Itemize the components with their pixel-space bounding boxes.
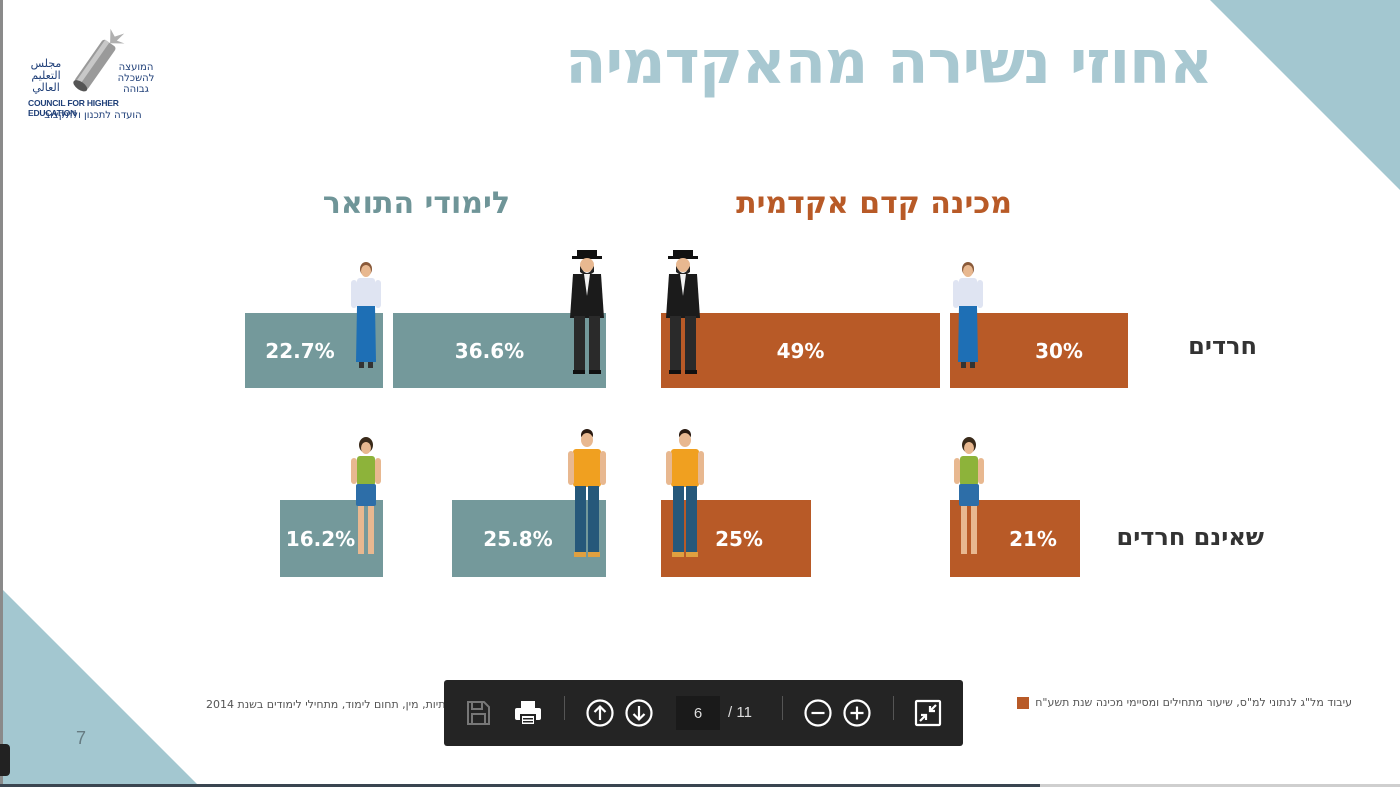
man-figure-icon <box>568 429 606 557</box>
logo-arabic-text: مجلس التعليم العالي <box>30 57 62 94</box>
bar-value: 22.7% <box>265 338 335 363</box>
next-page-button[interactable] <box>622 696 656 730</box>
bottom-progress-strip <box>0 784 1040 787</box>
footnote-source-mechina: עיבוד מל"ג לנתוני למ"ס, שיעור מתחילים ומ… <box>1017 696 1352 709</box>
header-mechina: מכינה קדם אקדמית <box>736 186 1012 221</box>
row-label-non-haredim: שאינם חרדים <box>1116 523 1264 551</box>
decor-triangle-top-right <box>1210 0 1400 190</box>
bar-value: 30% <box>1035 338 1083 363</box>
bar-mechina-haredi-men: 49% <box>661 313 940 388</box>
save-icon <box>467 701 490 725</box>
toolbar-separator <box>564 696 565 720</box>
arrow-up-circle-icon <box>586 699 614 727</box>
header-toar: לימודי התואר <box>322 186 510 221</box>
bar-toar-haredi-men: 36.6% <box>393 313 606 388</box>
print-button[interactable] <box>511 696 545 730</box>
haredi-man-figure-icon <box>666 250 700 374</box>
legend-square-icon <box>1017 696 1030 709</box>
decor-triangle-bottom-left <box>0 587 200 787</box>
toolbar-separator <box>893 696 894 720</box>
slide-title: אחוזי נשירה מהאקדמיה <box>565 28 1213 98</box>
zoom-in-button[interactable] <box>840 696 874 730</box>
haredi-man-figure-icon <box>570 250 604 374</box>
previous-page-button[interactable] <box>583 696 617 730</box>
haredi-woman-figure-icon <box>953 262 983 368</box>
bar-value: 49% <box>776 338 825 363</box>
row-label-haredim: חרדים <box>1188 332 1257 360</box>
logo-scroll-icon <box>73 28 125 92</box>
viewer-left-edge <box>0 0 3 787</box>
woman-figure-icon <box>351 437 381 554</box>
slide-page-number: 7 <box>76 728 87 748</box>
logo-hebrew-text: המועצה להשכלה גבוהה <box>117 62 155 95</box>
pdf-viewer-toolbar: 6 / 11 <box>444 680 963 746</box>
exit-fullscreen-button[interactable] <box>911 696 945 730</box>
zoom-out-button[interactable] <box>801 696 835 730</box>
side-panel-handle[interactable] <box>0 744 10 776</box>
plus-circle-icon <box>843 699 871 727</box>
print-icon <box>515 701 541 726</box>
bar-toar-non-women: 16.2% <box>280 500 383 577</box>
bar-value: 21% <box>1009 526 1057 551</box>
bar-mechina-haredi-women: 30% <box>950 313 1128 388</box>
save-button[interactable] <box>461 696 495 730</box>
footnote-text: עיבוד מל"ג לנתוני למ"ס, שיעור מתחילים ומ… <box>1035 696 1352 709</box>
man-figure-icon <box>666 429 704 557</box>
che-logo: مجلس التعليم العالي המועצה להשכלה גבוהה … <box>26 24 158 124</box>
bar-value: 16.2% <box>285 526 356 551</box>
exit-fullscreen-icon <box>914 699 942 727</box>
woman-figure-icon <box>954 437 984 554</box>
page-total-label: / 11 <box>728 704 752 721</box>
logo-english-text: COUNCIL FOR HIGHER EDUCATION <box>28 98 119 118</box>
haredi-woman-figure-icon <box>351 262 381 368</box>
bar-value: 25.8% <box>483 526 553 551</box>
footnote-source-toar: תיות, מין, תחום לימוד, מתחילי לימודים בש… <box>206 698 446 711</box>
bar-value: 36.6% <box>454 338 525 363</box>
bar-value: 25% <box>715 526 763 551</box>
page-number-input[interactable]: 6 <box>676 696 720 730</box>
arrow-down-circle-icon <box>625 699 653 727</box>
logo-hebrew-subtitle: הועדה לתכנון ולתקצוב <box>44 110 142 121</box>
toolbar-separator <box>782 696 783 720</box>
minus-circle-icon <box>804 699 832 727</box>
